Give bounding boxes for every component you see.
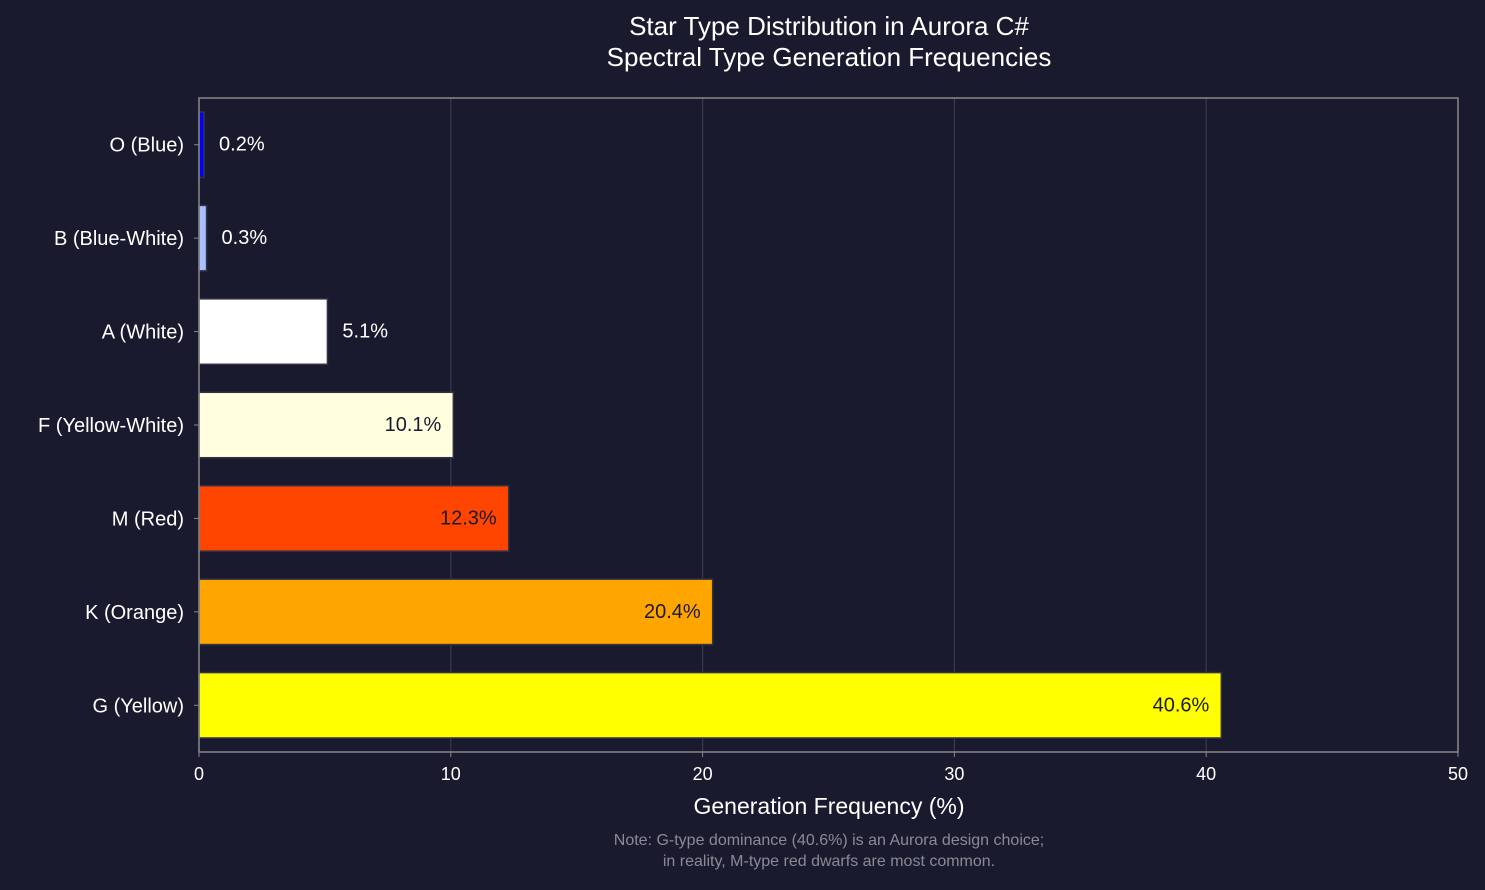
y-axis: O (Blue) B (Blue-White) A (White) F (Yellow… <box>38 135 199 717</box>
y-tick-label: F (Yellow-White) <box>38 415 184 437</box>
x-axis-label: Generation Frequency (%) <box>693 793 964 819</box>
data-label: 20.4% <box>644 601 701 623</box>
y-tick-label: G (Yellow) <box>92 695 184 717</box>
x-tick-label: 20 <box>693 764 713 784</box>
bar <box>198 391 455 459</box>
y-tick-label: B (Blue-White) <box>54 228 184 250</box>
y-tick-label: A (White) <box>102 322 184 344</box>
data-label: 12.3% <box>440 507 497 529</box>
bars: 0.2% 0.3% 5.1% 10.1% 12.3% 20.4% 40.6% <box>198 111 1223 739</box>
x-tick-label: 30 <box>944 764 964 784</box>
note-line-2: in reality, M-type red dwarfs are most c… <box>663 853 995 870</box>
data-label: 0.3% <box>222 227 268 249</box>
chart-title: Star Type Distribution in Aurora C# <box>629 11 1029 41</box>
x-tick-label: 10 <box>441 764 461 784</box>
bar <box>198 671 1223 739</box>
bar <box>198 204 208 272</box>
data-label: 40.6% <box>1153 694 1210 716</box>
note-line-1: Note: G-type dominance (40.6%) is an Aur… <box>614 832 1044 849</box>
bar <box>198 578 714 646</box>
x-tick-label: 0 <box>194 764 204 784</box>
chart-subtitle: Spectral Type Generation Frequencies <box>607 42 1052 72</box>
y-tick-label: M (Red) <box>112 508 184 530</box>
x-tick-label: 50 <box>1448 764 1468 784</box>
data-label: 5.1% <box>342 321 388 343</box>
y-tick-label: K (Orange) <box>85 602 184 624</box>
x-axis: 0 10 20 30 40 50 <box>194 752 1468 784</box>
bar <box>198 111 205 179</box>
data-label: 10.1% <box>385 414 442 436</box>
data-label: 0.2% <box>219 134 265 156</box>
y-tick-label: O (Blue) <box>110 135 184 157</box>
x-tick-label: 40 <box>1196 764 1216 784</box>
bar <box>198 298 329 366</box>
